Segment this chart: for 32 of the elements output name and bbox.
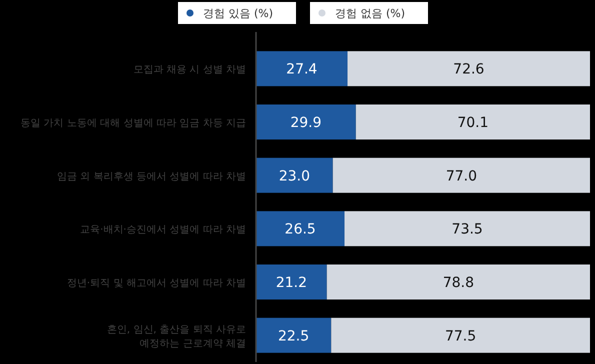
data-label: 72.6: [453, 62, 484, 78]
data-label: 73.5: [452, 222, 483, 238]
data-label: 78.8: [442, 275, 474, 291]
bar: [332, 158, 590, 193]
data-label: 26.5: [284, 222, 316, 238]
bar: [356, 104, 590, 140]
y-tick-label: 임금 외 복리후생 등에서 성별에 따라 차별: [56, 171, 246, 182]
legend-label: 경험 없음 (%): [334, 7, 406, 20]
bar: [256, 264, 327, 300]
data-label: 29.9: [290, 115, 322, 131]
data-label: 23.0: [278, 168, 310, 184]
bar: [326, 264, 590, 300]
bar: [256, 158, 333, 193]
data-label: 70.1: [457, 115, 489, 131]
bar: [348, 51, 590, 86]
data-label: 77.0: [446, 168, 477, 184]
data-label: 21.2: [276, 275, 307, 291]
bar: [256, 211, 345, 246]
data-label: 77.5: [444, 328, 476, 344]
bar: [331, 318, 590, 353]
bar: [256, 51, 348, 86]
legend-label: 경험 있음 (%): [202, 7, 274, 20]
y-tick-label: 모집과 채용 시 성별 차별: [133, 64, 246, 76]
y-tick-label: 혼인, 임신, 출산을 퇴직 사유로 예정하는 근로계약 체결: [106, 324, 246, 350]
y-tick-label: 정년·퇴직 및 해고에서 성별에 따라 차별: [66, 278, 246, 289]
data-label: 27.4: [286, 62, 318, 78]
data-label: 22.5: [278, 328, 310, 344]
y-tick-label: 동일 가치 노동에 대해 성별에 따라 임금 차등 지급: [20, 118, 246, 129]
y-tick-label: 교육·배치·승진에서 성별에 따라 차별: [80, 224, 246, 236]
bar: [344, 211, 590, 246]
bar: [256, 318, 332, 353]
bar: [256, 104, 356, 140]
